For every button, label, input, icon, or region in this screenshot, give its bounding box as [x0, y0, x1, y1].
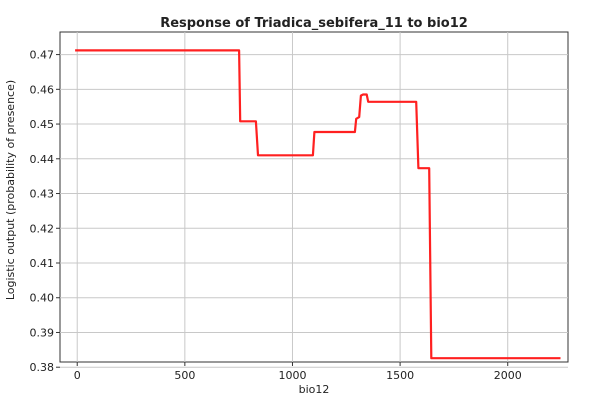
- y-tick-label: 0.40: [30, 292, 55, 305]
- y-tick-label: 0.43: [30, 188, 55, 201]
- x-tick-label: 1000: [278, 369, 306, 382]
- x-tick-label: 0: [74, 369, 81, 382]
- chart-title: Response of Triadica_sebifera_11 to bio1…: [160, 16, 468, 31]
- gridlines: [60, 32, 568, 368]
- axis-ticks: 0 500 1000 1500 2000 0.38 0.39 0.40 0.41 0.42 0.43…: [30, 49, 522, 382]
- x-tick-label: 1500: [386, 369, 414, 382]
- y-tick-label: 0.38: [30, 361, 55, 374]
- x-axis-label: bio12: [299, 383, 330, 396]
- x-tick-label: 2000: [494, 369, 522, 382]
- y-tick-label: 0.41: [30, 257, 55, 270]
- y-axis-label: Logistic output (probability of presence…: [4, 80, 17, 300]
- y-tick-label: 0.44: [30, 153, 55, 166]
- y-tick-label: 0.47: [30, 49, 55, 62]
- y-tick-label: 0.46: [30, 83, 55, 96]
- y-tick-label: 0.45: [30, 118, 55, 131]
- plot-area: [59, 31, 569, 363]
- y-tick-label: 0.42: [30, 222, 55, 235]
- y-tick-label: 0.39: [30, 326, 55, 339]
- series-lines: [75, 49, 561, 360]
- response-curve: [75, 49, 561, 360]
- x-tick-label: 500: [174, 369, 195, 382]
